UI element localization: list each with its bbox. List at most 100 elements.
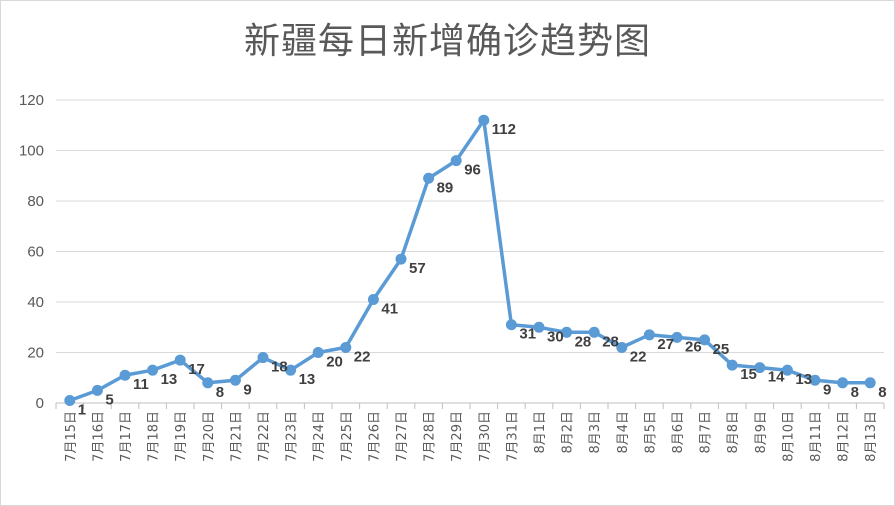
y-tick-label: 20 [27, 345, 44, 362]
x-tick-label: 7月15日 [64, 411, 79, 462]
data-label: 5 [105, 391, 113, 408]
data-label: 15 [740, 366, 757, 383]
data-point [671, 331, 683, 343]
data-point [588, 326, 600, 338]
data-point [450, 155, 462, 167]
data-label: 13 [299, 371, 316, 388]
data-label: 8 [878, 384, 886, 401]
x-tick-label: 7月31日 [505, 411, 520, 462]
x-tick-label: 7月30日 [478, 411, 493, 462]
data-point [643, 329, 655, 341]
data-label: 13 [161, 371, 178, 388]
x-tick-label: 7月18日 [147, 411, 162, 462]
data-label: 28 [575, 333, 592, 350]
y-tick-label: 0 [36, 395, 44, 412]
x-tick-label: 8月6日 [671, 411, 686, 454]
data-point [616, 341, 628, 353]
data-label: 27 [657, 336, 674, 353]
x-tick-label: 8月11日 [809, 411, 824, 462]
data-point [754, 362, 766, 374]
y-tick-label: 120 [19, 92, 44, 109]
x-tick-label: 7月22日 [257, 411, 272, 462]
x-tick-label: 7月27日 [395, 411, 410, 462]
data-label: 17 [188, 361, 205, 378]
data-label: 22 [354, 348, 371, 365]
data-label: 9 [823, 381, 831, 398]
x-tick-label: 8月10日 [781, 411, 796, 462]
data-label: 28 [602, 333, 619, 350]
data-point [257, 352, 269, 364]
data-point [837, 377, 849, 389]
x-tick-label: 7月21日 [229, 411, 244, 462]
data-point [285, 364, 297, 376]
x-tick-label: 8月5日 [643, 411, 658, 454]
x-tick-label: 8月8日 [726, 411, 741, 454]
data-label: 30 [547, 328, 564, 345]
data-point [505, 319, 517, 331]
x-tick-label: 8月7日 [699, 411, 714, 454]
data-label: 11 [133, 376, 149, 393]
data-label: 8 [216, 384, 224, 401]
x-tick-label: 8月9日 [754, 411, 769, 454]
data-label: 20 [326, 354, 343, 371]
data-label: 9 [243, 381, 251, 398]
data-label: 18 [271, 359, 288, 376]
x-tick-label: 7月17日 [119, 411, 134, 462]
data-point [147, 364, 159, 376]
data-point [340, 341, 352, 353]
data-point [229, 374, 241, 386]
x-tick-label: 8月3日 [588, 411, 603, 454]
x-tick-label: 7月23日 [285, 411, 300, 462]
data-point [809, 374, 821, 386]
data-label: 1 [78, 401, 86, 418]
y-tick-label: 100 [19, 143, 44, 160]
x-tick-label: 8月1日 [533, 411, 548, 454]
data-label: 112 [492, 121, 516, 138]
x-tick-label: 8月13日 [864, 411, 879, 462]
data-label: 13 [795, 371, 812, 388]
x-tick-label: 8月4日 [616, 411, 631, 454]
x-tick-label: 7月24日 [312, 411, 327, 462]
data-label: 41 [381, 300, 398, 317]
x-tick-label: 7月19日 [174, 411, 189, 462]
data-point [478, 114, 490, 126]
data-point [312, 347, 324, 358]
data-point [864, 377, 876, 389]
x-tick-label: 7月25日 [340, 411, 355, 462]
x-tick-label: 8月2日 [561, 411, 576, 454]
data-point [119, 369, 131, 381]
data-point [395, 253, 407, 265]
data-label: 96 [464, 162, 481, 179]
y-tick-label: 80 [27, 193, 44, 210]
data-point [699, 334, 711, 346]
data-label: 25 [713, 341, 730, 358]
x-tick-label: 8月12日 [837, 411, 852, 462]
data-point [726, 359, 738, 371]
y-tick-label: 40 [27, 294, 44, 311]
x-tick-label: 7月28日 [423, 411, 438, 462]
data-point [423, 172, 435, 184]
data-label: 8 [851, 384, 859, 401]
data-label: 31 [519, 326, 536, 343]
data-point [561, 326, 573, 338]
data-label: 26 [685, 338, 702, 355]
x-tick-label: 7月20日 [202, 411, 217, 462]
chart-title: 新疆每日新增确诊趋势图 [243, 21, 651, 62]
data-point [781, 364, 793, 376]
data-label: 14 [768, 369, 785, 386]
data-point [533, 321, 545, 333]
data-point [64, 394, 76, 406]
data-point [174, 354, 186, 366]
data-label: 57 [409, 260, 426, 277]
data-label: 89 [437, 179, 454, 196]
x-tick-label: 7月16日 [91, 411, 106, 462]
data-point [202, 377, 214, 389]
x-tick-label: 7月26日 [367, 411, 382, 462]
y-tick-label: 60 [27, 244, 44, 261]
x-tick-label: 7月29日 [450, 411, 465, 462]
data-point [367, 293, 379, 305]
data-point [91, 384, 103, 396]
data-label: 22 [630, 348, 647, 365]
